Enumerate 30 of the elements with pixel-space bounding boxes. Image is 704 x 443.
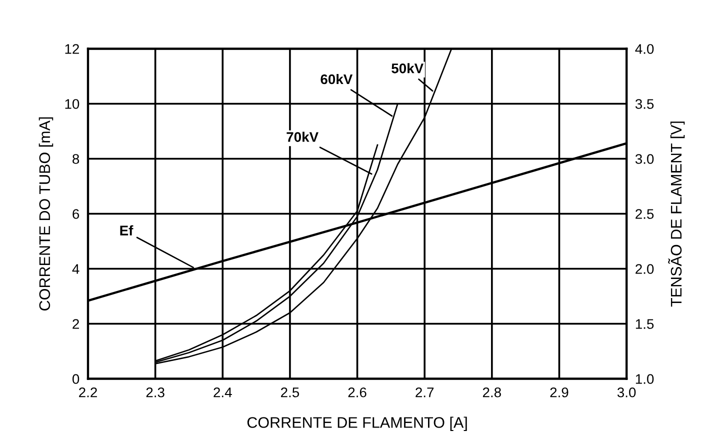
x-tick-label: 2.9 [550,387,568,398]
annotation: 60kV [320,74,353,84]
annotation: 70kV [286,132,318,142]
y2-tick-label: 3.5 [635,99,654,109]
x-tick-label: 2.3 [146,387,164,398]
y2-axis-title: TENSÃO DE FLAMENT [V] [668,122,685,307]
annotation: Ef [120,225,134,236]
x-tick-label: 3.0 [617,387,636,398]
y2-tick-label: 4.0 [635,44,654,54]
x-tick-label: 2.7 [416,387,434,398]
y-tick-label: 2 [72,319,79,329]
y-tick-label: 4 [72,264,80,274]
y2-tick-label: 2.5 [636,209,654,219]
x-tick-label: 2.8 [482,387,501,398]
y-axis-title: CORRENTE DO TUBO [mA] [38,117,54,310]
y2-tick-label: 1.5 [636,319,654,329]
x-tick-label: 2.4 [214,387,232,398]
y2-tick-label: 1.0 [636,374,654,384]
y-tick-label: 6 [72,209,80,219]
x-axis-title: CORRENTE DE FLAMENTO [A] [247,416,467,431]
x-tick-label: 2.2 [79,387,97,398]
y-tick-label: 0 [72,374,80,384]
y-tick-label: 12 [65,44,79,54]
annotation: 50kV [392,63,424,74]
y2-tick-label: 3.0 [635,154,654,164]
y-tick-label: 10 [65,99,80,109]
y2-tick-label: 2.0 [636,264,654,274]
x-tick-label: 2.6 [348,387,366,398]
x-tick-label: 2.5 [281,387,300,398]
y-tick-label: 8 [72,154,80,164]
